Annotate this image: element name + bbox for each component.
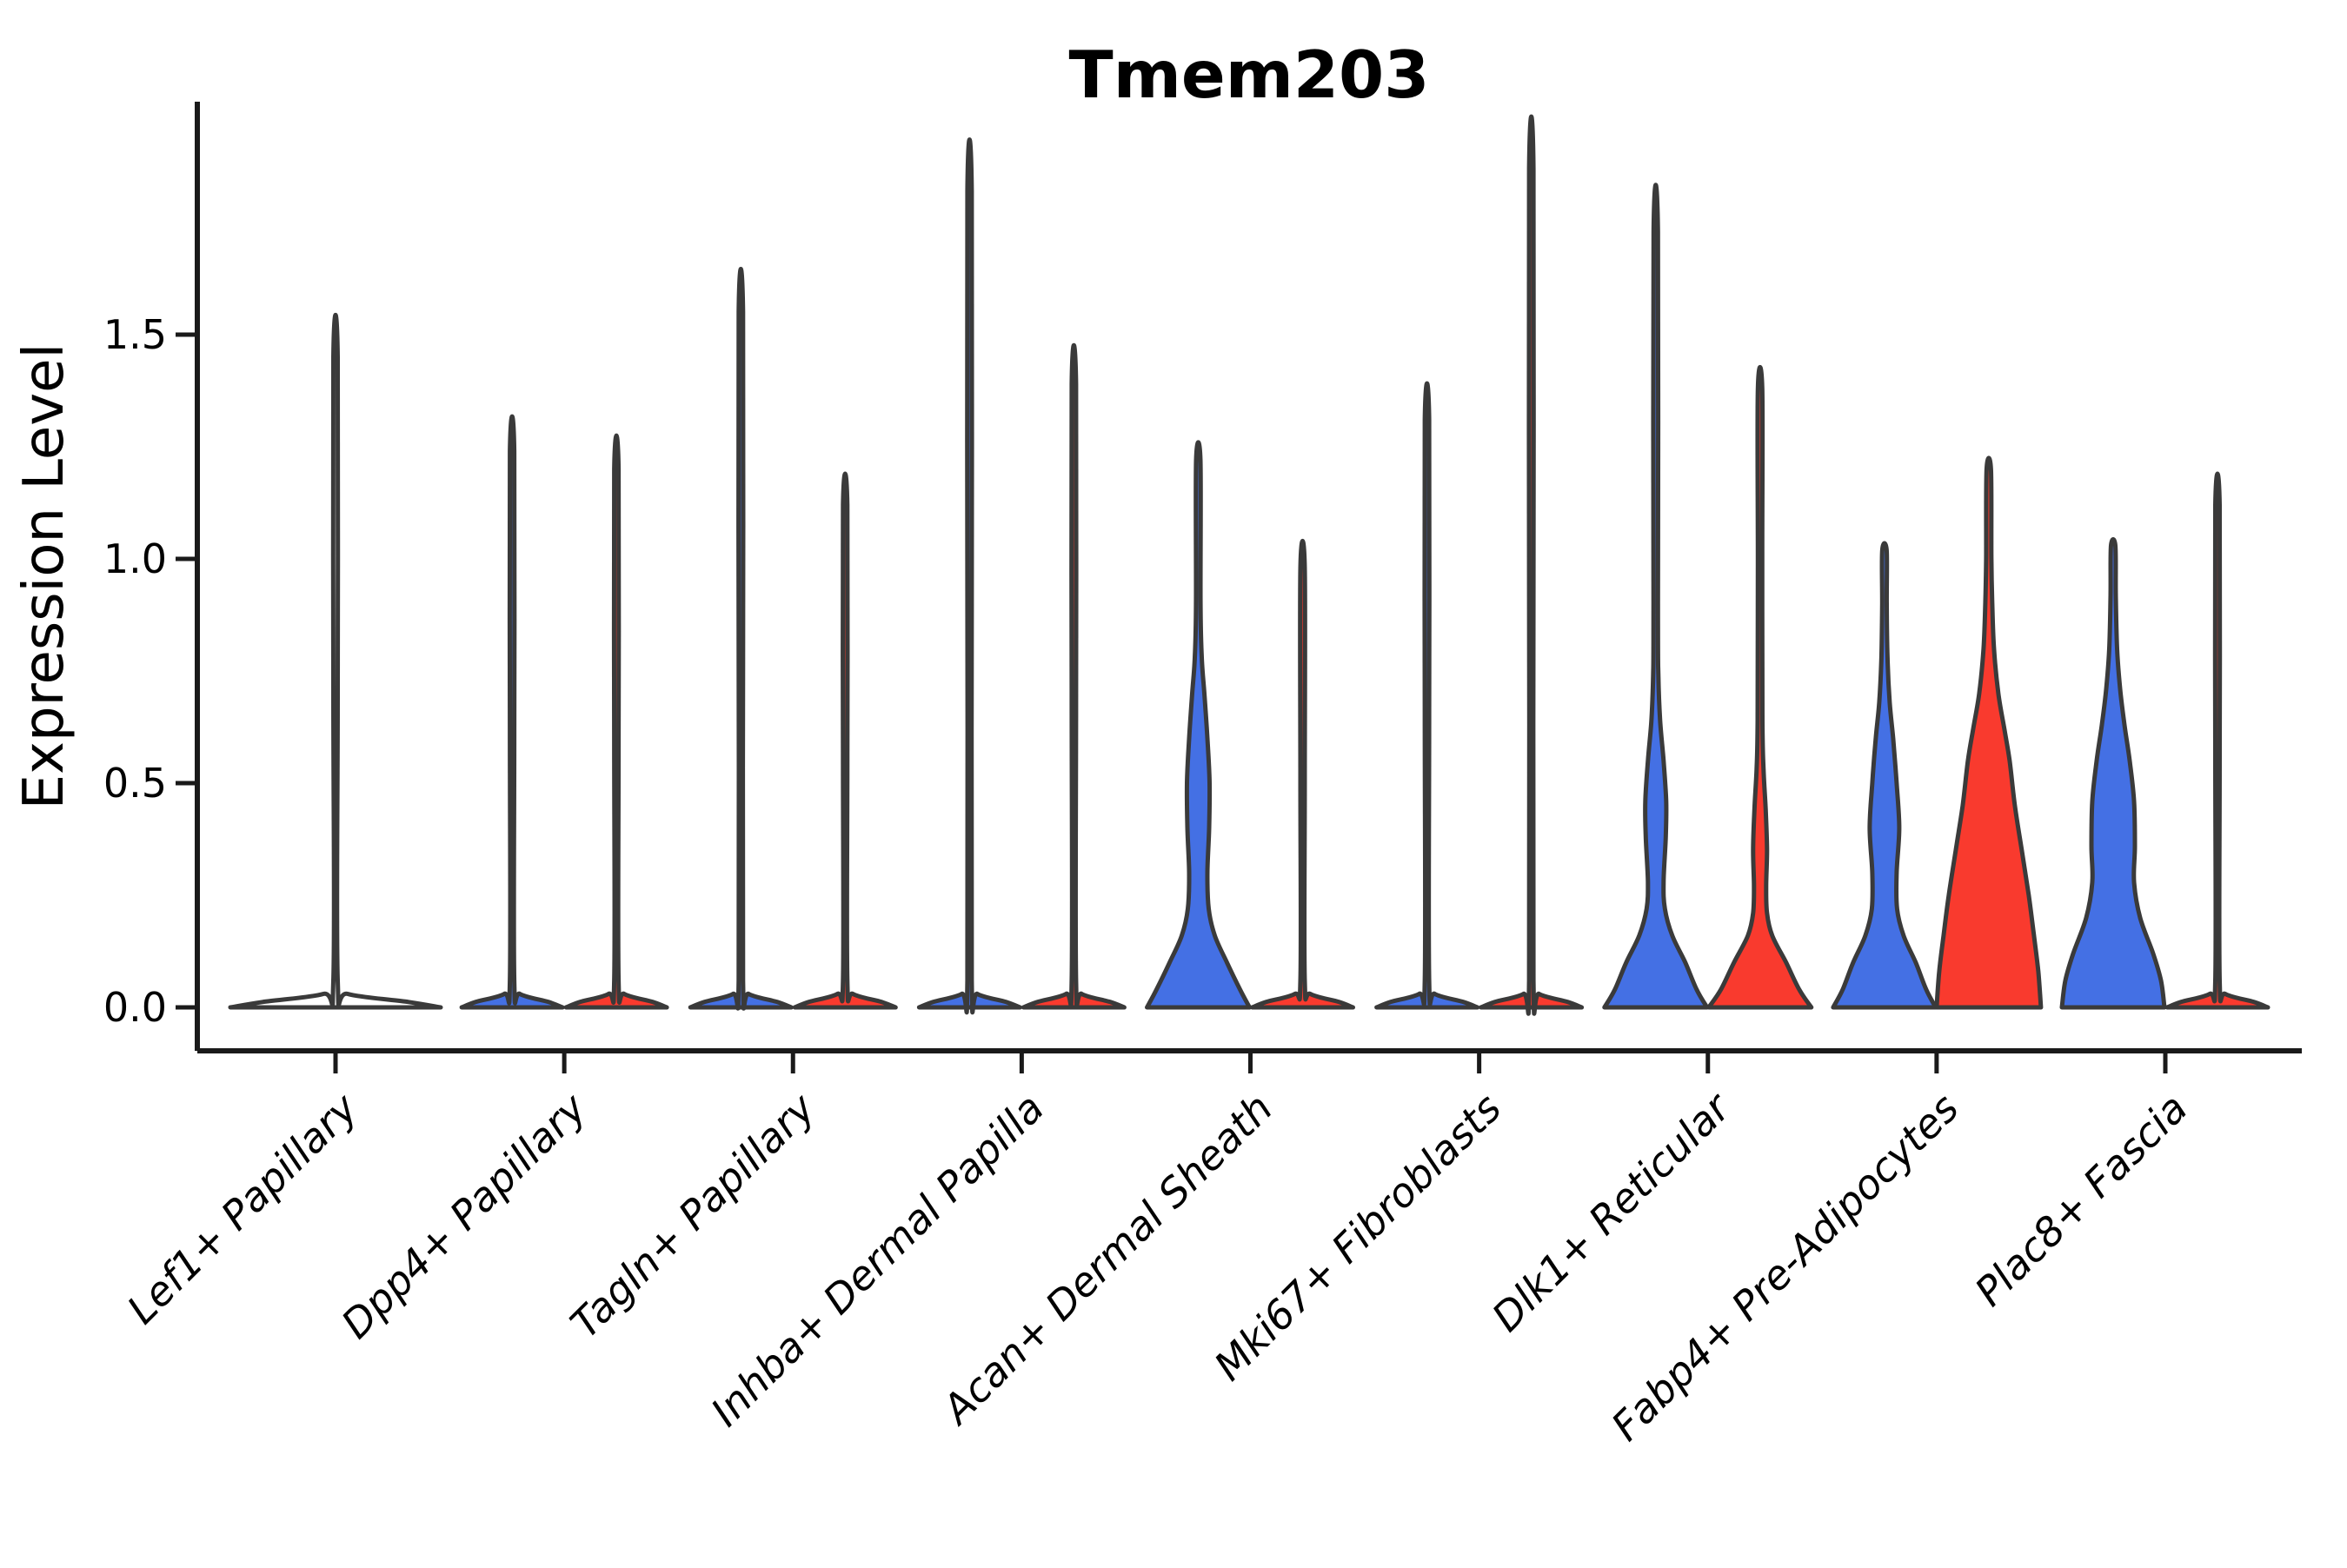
y-tick-label-1.5: 1.5 bbox=[103, 311, 167, 358]
violin-fabp4-pre-adipocytes-right bbox=[1934, 455, 2044, 1010]
violin-inhba-dermal-papilla-left bbox=[916, 137, 1022, 1015]
x-tick-label-plac8-fascia: Plac8+ Fascia bbox=[1965, 1085, 2196, 1315]
chart-title: Tmem203 bbox=[1069, 37, 1430, 113]
x-tick-label-dlk1-reticular: Dlk1+ Reticular bbox=[1483, 1082, 1741, 1340]
y-tick-label-0.5: 0.5 bbox=[103, 760, 167, 807]
violin-tagln-papillary-left bbox=[688, 267, 794, 1011]
y-axis-label: Expression Level bbox=[12, 343, 76, 810]
y-tick-label-0.0: 0.0 bbox=[103, 984, 167, 1031]
violin-fabp4-pre-adipocytes-left bbox=[1831, 541, 1938, 1010]
violin-plac8-fascia-left bbox=[2059, 536, 2167, 1010]
violin-inhba-dermal-papilla-right bbox=[1021, 342, 1127, 1010]
violin-acan-dermal-sheath-left bbox=[1145, 440, 1252, 1010]
violin-lef1-papillary-center bbox=[228, 312, 443, 1010]
x-tick-label-tagln-papillary: Tagln+ Papillary bbox=[562, 1084, 825, 1347]
violin-dlk1-reticular-left bbox=[1602, 183, 1710, 1010]
violin-tagln-papillary-right bbox=[792, 471, 898, 1010]
violin-dpp4-papillary-right bbox=[563, 433, 669, 1010]
violin-dpp4-papillary-left bbox=[459, 414, 565, 1010]
violins-layer bbox=[228, 114, 2271, 1016]
violin-acan-dermal-sheath-right bbox=[1250, 538, 1355, 1010]
violin-dlk1-reticular-right bbox=[1706, 365, 1814, 1010]
violin-mki67-fibroblasts-right bbox=[1479, 114, 1585, 1016]
x-tick-label-lef1-papillary: Lef1+ Papillary bbox=[118, 1084, 367, 1332]
y-tick-label-1.0: 1.0 bbox=[103, 535, 167, 582]
x-tick-label-dpp4-papillary: Dpp4+ Papillary bbox=[332, 1084, 595, 1347]
violin-mki67-fibroblasts-left bbox=[1374, 381, 1480, 1010]
violin-plac8-fascia-right bbox=[2164, 471, 2271, 1010]
